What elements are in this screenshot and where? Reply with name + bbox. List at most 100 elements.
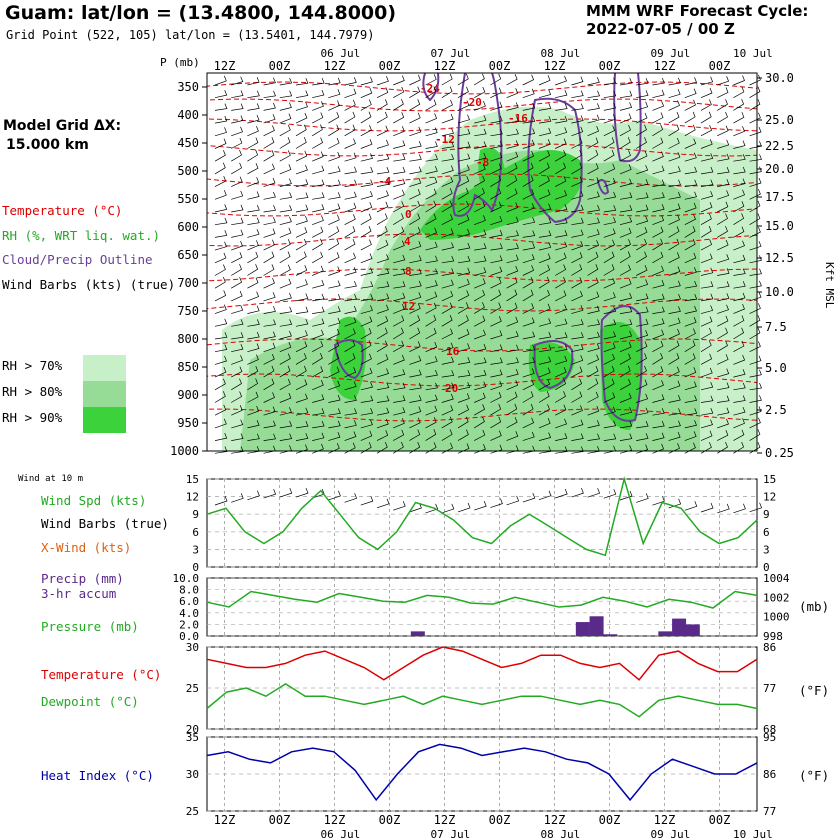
wind-barb [393, 86, 405, 99]
wind-barb [555, 355, 568, 365]
wind-barb [571, 190, 584, 200]
wind-barb [733, 126, 745, 137]
pressure-tick-right: 998 [763, 630, 783, 643]
isotherm-0 [206, 81, 758, 95]
wind-barb [457, 267, 471, 276]
wind-barb [733, 382, 746, 391]
wind-barb [328, 203, 341, 213]
wind-barb [717, 201, 729, 213]
wind-barb [619, 124, 631, 137]
wind-barb [636, 279, 649, 289]
wind-barb [441, 314, 453, 327]
precip-tick-left: 2.0 [179, 618, 199, 631]
wind-barb [555, 190, 567, 200]
wind-barb [328, 317, 341, 327]
wind-barb [263, 331, 276, 340]
dewpoint-label: Dewpoint (°C) [41, 694, 139, 709]
sfc-wind-barb [571, 487, 584, 498]
heat-index-series [206, 743, 758, 802]
wind-barb [490, 243, 503, 251]
top-date-label: 08 Jul [541, 47, 581, 60]
wind-barb [668, 137, 680, 149]
wind-barb [619, 392, 632, 403]
wind-barb [522, 217, 536, 226]
wind-barb [214, 217, 228, 226]
wind-barb [457, 86, 469, 99]
wind-barb [231, 355, 243, 365]
wind-barb [247, 305, 260, 314]
wind-barb [376, 327, 388, 340]
wind-barb [295, 306, 309, 314]
wind-tick-left: 0 [192, 561, 199, 574]
wind-barb [555, 344, 568, 353]
wind-barb [700, 139, 713, 149]
wind-barb [652, 192, 665, 200]
wind-barb [376, 179, 390, 187]
wind-barb [457, 141, 471, 149]
isotherm-label: 8 [405, 265, 412, 278]
wind-barb [231, 277, 243, 289]
wind-barb [717, 268, 730, 276]
isotherm-5 [206, 203, 758, 217]
wind-barb [668, 408, 681, 416]
wind-barb [295, 192, 309, 200]
wind-barb [425, 302, 437, 314]
wind-barb [457, 404, 470, 416]
wind-barb [733, 154, 746, 162]
wind-barb [684, 431, 697, 441]
wind-barb [506, 265, 519, 276]
wind-barb [231, 103, 244, 111]
wind-barb [522, 431, 535, 441]
wind-barb [263, 342, 276, 353]
pressure-label: Pressure (mb) [41, 619, 139, 634]
wind-barb [441, 393, 454, 403]
wind-barb [393, 226, 405, 238]
wind-barb [474, 392, 486, 403]
wind-barb [733, 140, 746, 149]
wind-barb [668, 394, 681, 403]
wind-barb [457, 255, 471, 264]
wind-barb [279, 77, 293, 86]
wind-barb [312, 89, 325, 99]
wind-barb [538, 150, 551, 162]
wind-barb [279, 164, 292, 175]
wind-barb [312, 432, 325, 441]
wind-barb [344, 99, 356, 111]
wind-barb [652, 432, 665, 441]
wind-barb [360, 166, 374, 175]
wind-barb [376, 268, 390, 276]
wind-barb [457, 242, 471, 251]
wind-barb [425, 127, 438, 137]
wind-barb [344, 124, 356, 137]
wind-barb [457, 164, 470, 175]
wind-barb [733, 166, 746, 175]
wind-barb [522, 116, 536, 124]
wind-barb [555, 89, 568, 99]
wind-barb [733, 395, 746, 403]
wind-barb [587, 90, 600, 99]
wind-barb [263, 378, 275, 391]
sfc-wind-barb [603, 489, 617, 499]
wind-barb [263, 217, 276, 226]
wind-barb [409, 303, 421, 314]
wind-barb [603, 239, 615, 251]
wind-barb [668, 100, 680, 111]
wind-barb [603, 353, 615, 365]
wind-barb [619, 433, 633, 441]
wind-barb [506, 162, 518, 175]
wind-barb [652, 352, 664, 365]
wind-barb [571, 126, 584, 137]
wind-barb [360, 305, 373, 314]
wind-barb [425, 356, 438, 365]
sfc-wind-barb [376, 498, 390, 509]
wind-barb [749, 406, 762, 416]
wind-barb [749, 355, 762, 365]
wind-barb [571, 76, 584, 86]
wind-barb [636, 330, 649, 340]
wind-barb [506, 102, 519, 111]
wind-barb [636, 393, 649, 403]
wind-barb [457, 100, 470, 111]
wind-barb [668, 420, 681, 429]
wind-barb [684, 214, 696, 226]
dewpoint-series [206, 683, 758, 718]
